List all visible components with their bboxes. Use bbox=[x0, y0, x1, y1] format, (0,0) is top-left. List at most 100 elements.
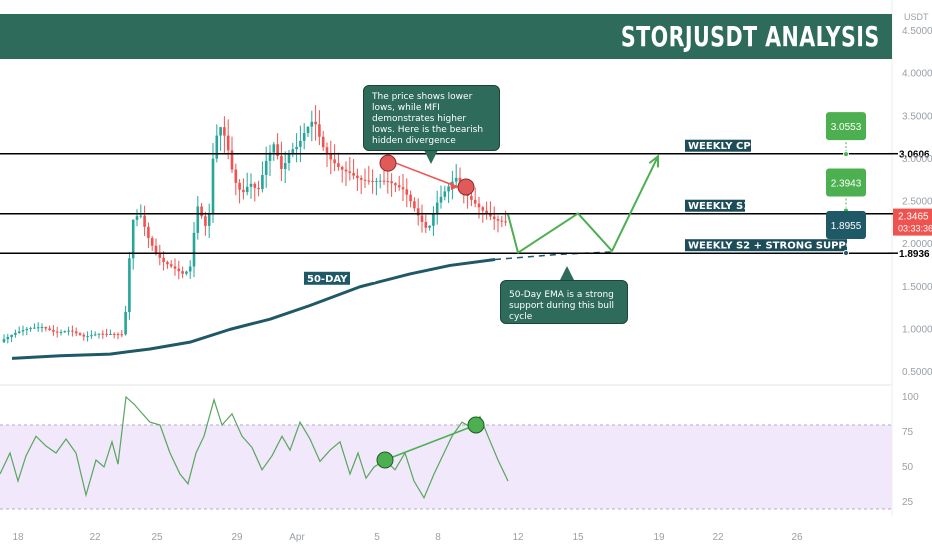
candle-body bbox=[150, 238, 154, 246]
candle-body bbox=[82, 334, 86, 337]
candle-body bbox=[143, 215, 146, 227]
candle-body bbox=[306, 126, 310, 134]
candle-body bbox=[253, 183, 257, 188]
candle-body bbox=[268, 152, 272, 161]
candle-body bbox=[257, 187, 260, 190]
candle-body bbox=[230, 150, 234, 170]
mfi-tick-label: 25 bbox=[902, 497, 914, 508]
candle-body bbox=[447, 186, 450, 192]
mfi-divergence-point bbox=[467, 416, 485, 434]
candle-body bbox=[264, 160, 268, 175]
candle-body bbox=[249, 183, 253, 187]
candle-body bbox=[245, 186, 249, 193]
candle-body bbox=[101, 333, 105, 335]
candle-body bbox=[139, 215, 143, 217]
candle-body bbox=[109, 333, 112, 335]
candle-body bbox=[390, 181, 393, 184]
candle-body bbox=[413, 201, 416, 209]
candle-body bbox=[162, 257, 165, 263]
ema-callout-pointer bbox=[560, 266, 574, 280]
candle-body bbox=[10, 334, 13, 337]
candle-body bbox=[283, 162, 287, 169]
candle-body bbox=[454, 177, 458, 182]
candle-body bbox=[337, 163, 340, 167]
mfi-line bbox=[0, 395, 509, 500]
candle-body bbox=[55, 331, 59, 333]
x-tick-label: 5 bbox=[374, 532, 380, 543]
price-unit: USDT bbox=[904, 12, 929, 22]
x-tick-label: 29 bbox=[231, 532, 243, 543]
level-price-tag-bg bbox=[894, 245, 932, 262]
candle-body bbox=[378, 180, 382, 182]
level-label-bg bbox=[685, 139, 751, 152]
candle-body bbox=[166, 262, 169, 265]
candle-body bbox=[333, 159, 336, 164]
x-tick-label: 12 bbox=[512, 532, 524, 543]
target-tag-bg bbox=[826, 168, 866, 197]
price-divergence-point bbox=[379, 154, 397, 172]
candle-body bbox=[261, 174, 264, 190]
mfi-tick-label: 50 bbox=[902, 462, 914, 473]
candle-body bbox=[504, 221, 507, 223]
candle-body bbox=[405, 189, 409, 195]
candle-body bbox=[154, 245, 158, 254]
candle-body bbox=[14, 332, 17, 335]
level-label-bg bbox=[685, 199, 745, 212]
candle-body bbox=[481, 207, 485, 211]
candle-body bbox=[6, 336, 10, 340]
y-tick-label: 2.0000 bbox=[902, 239, 932, 250]
candle-body bbox=[93, 334, 97, 336]
candle-body bbox=[219, 127, 222, 136]
candle-body bbox=[63, 331, 67, 333]
candle-body bbox=[321, 136, 325, 148]
ema-callout: 50-Day EMA is a strong support during th… bbox=[500, 280, 628, 324]
candle-body bbox=[272, 144, 276, 153]
candle-body bbox=[52, 330, 55, 332]
candle-body bbox=[485, 210, 488, 214]
mfi-divergence-line bbox=[384, 424, 477, 461]
candle-body bbox=[223, 127, 226, 136]
x-tick-label: 26 bbox=[791, 532, 803, 543]
level-label-bg bbox=[685, 239, 847, 252]
candle-body bbox=[500, 220, 504, 222]
candle-body bbox=[348, 171, 352, 173]
candle-body bbox=[276, 144, 279, 156]
candle-body bbox=[291, 149, 295, 154]
ema-line bbox=[11, 257, 496, 360]
candle-body bbox=[33, 327, 36, 329]
candle-body bbox=[458, 177, 462, 182]
y-tick-label: 3.5000 bbox=[902, 111, 932, 122]
x-tick-label: 8 bbox=[435, 532, 441, 543]
projection-path bbox=[507, 155, 659, 254]
level-label: WEEKLY S2 + STRONG SUPPORT bbox=[688, 241, 868, 252]
candle-body bbox=[192, 232, 196, 267]
candle-body bbox=[299, 140, 302, 147]
candle-body bbox=[188, 266, 192, 272]
candle-body bbox=[128, 258, 131, 313]
x-tick-label: 22 bbox=[712, 532, 724, 543]
candle-body bbox=[226, 135, 230, 151]
candle-body bbox=[382, 180, 386, 182]
x-tick-label: 25 bbox=[151, 532, 163, 543]
candle-body bbox=[352, 172, 355, 176]
y-tick-label: 1.5000 bbox=[902, 282, 932, 293]
title-banner: STORJUSDT ANALYSIS bbox=[0, 14, 892, 59]
candle-body bbox=[36, 327, 40, 329]
candle-body bbox=[428, 225, 431, 228]
candle-body bbox=[470, 195, 473, 200]
candle-body bbox=[318, 124, 321, 137]
candle-body bbox=[200, 206, 203, 217]
x-tick-label: 19 bbox=[653, 532, 665, 543]
candle-body bbox=[367, 180, 371, 182]
candle-body bbox=[48, 328, 51, 331]
candle-body bbox=[131, 219, 135, 259]
candle-body bbox=[120, 334, 124, 336]
candle-body bbox=[329, 153, 333, 160]
candle-body bbox=[147, 226, 150, 239]
level-price-tag: 3.0606 bbox=[899, 150, 930, 161]
candle-body bbox=[169, 264, 173, 267]
ema-label: 50-DAY EMA bbox=[307, 274, 376, 285]
candle-body bbox=[242, 189, 245, 193]
candle-body bbox=[207, 214, 211, 226]
